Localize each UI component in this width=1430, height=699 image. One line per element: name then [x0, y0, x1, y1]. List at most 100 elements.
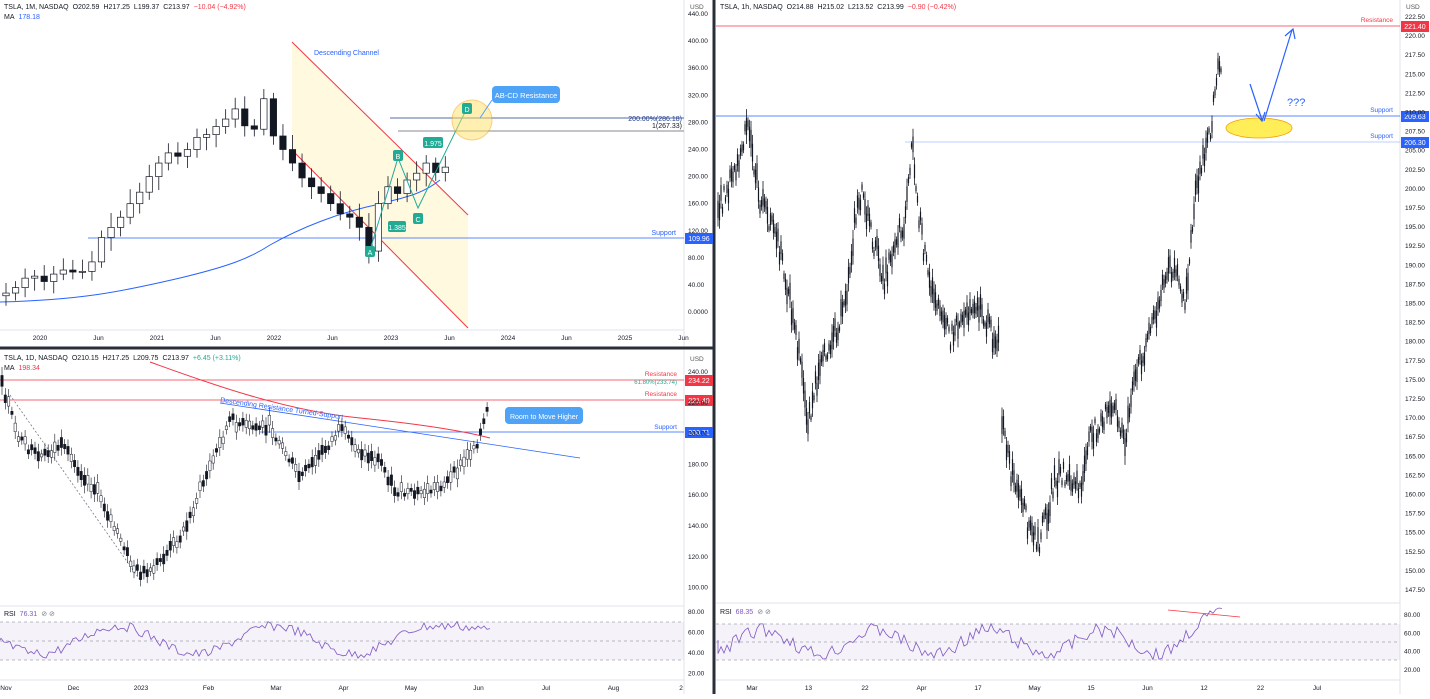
candle-body[interactable] — [1067, 474, 1069, 482]
candle-body[interactable] — [248, 420, 251, 430]
candle-body[interactable] — [904, 206, 907, 218]
candle-body[interactable] — [1166, 271, 1168, 280]
candle-body[interactable] — [885, 257, 887, 274]
candle-body[interactable] — [1059, 467, 1062, 474]
hourly-y-axis[interactable]: 222.50 220.00 217.50 215.00 212.50 210.00 207.… — [1405, 14, 1425, 594]
candle-body[interactable] — [1011, 459, 1014, 475]
candle-body[interactable] — [462, 456, 466, 467]
candle-body[interactable] — [1091, 426, 1093, 443]
candle-body[interactable] — [394, 186, 402, 194]
candle-body[interactable] — [1052, 491, 1054, 499]
candle-body[interactable] — [754, 169, 757, 184]
candle-body[interactable] — [864, 199, 866, 215]
candle-body[interactable] — [723, 185, 725, 191]
candle-body[interactable] — [1109, 399, 1111, 417]
candle-body[interactable] — [829, 344, 832, 355]
candle-body[interactable] — [1014, 485, 1017, 492]
candle-body[interactable] — [894, 239, 896, 253]
candle-body[interactable] — [1209, 135, 1212, 140]
candle-body[interactable] — [442, 481, 446, 488]
candle-body[interactable] — [1037, 527, 1039, 544]
candle-body[interactable] — [188, 511, 192, 518]
candle-body[interactable] — [1113, 403, 1116, 410]
candle-body[interactable] — [1194, 180, 1197, 195]
candle-body[interactable] — [837, 327, 839, 341]
candle-body[interactable] — [834, 318, 836, 331]
target-ellipse[interactable] — [1225, 117, 1293, 139]
candle-body[interactable] — [50, 450, 53, 458]
candle-body[interactable] — [915, 186, 917, 192]
candle-body[interactable] — [1152, 310, 1155, 320]
candle-body[interactable] — [880, 275, 883, 282]
candle-body[interactable] — [419, 490, 423, 495]
candle-body[interactable] — [732, 171, 734, 183]
candle-body[interactable] — [1140, 360, 1143, 375]
candle-body[interactable] — [736, 154, 739, 166]
candle-body[interactable] — [330, 436, 334, 442]
candle-body[interactable] — [403, 492, 407, 497]
candle-body[interactable] — [841, 302, 844, 317]
candle-body[interactable] — [883, 283, 886, 295]
candle-body[interactable] — [269, 98, 277, 137]
candle-body[interactable] — [1203, 153, 1206, 167]
candle-body[interactable] — [978, 305, 980, 323]
candle-body[interactable] — [832, 325, 835, 342]
candle-body[interactable] — [936, 303, 938, 312]
candle-body[interactable] — [1007, 444, 1009, 454]
candle-body[interactable] — [40, 275, 48, 282]
candle-body[interactable] — [946, 317, 949, 324]
candle-body[interactable] — [1169, 255, 1171, 268]
candle-body[interactable] — [1035, 544, 1038, 550]
candle-body[interactable] — [1148, 322, 1150, 335]
candle-body[interactable] — [13, 422, 17, 432]
candle-body[interactable] — [320, 445, 324, 455]
candle-body[interactable] — [142, 565, 146, 574]
candle-body[interactable] — [859, 199, 862, 211]
candle-body[interactable] — [1136, 366, 1138, 383]
candle-body[interactable] — [1191, 227, 1194, 232]
candle-body[interactable] — [149, 567, 152, 572]
candle-body[interactable] — [1158, 300, 1161, 309]
candle-body[interactable] — [850, 251, 853, 266]
candle-body[interactable] — [748, 126, 751, 141]
candle-body[interactable] — [31, 275, 39, 279]
candle-body[interactable] — [107, 227, 115, 238]
candle-body[interactable] — [919, 211, 922, 221]
candle-body[interactable] — [406, 488, 410, 495]
hourly-chart-panel[interactable]: ??? Resistance Support Support 221.40 20… — [716, 0, 1429, 694]
candle-body[interactable] — [820, 355, 823, 363]
candle-body[interactable] — [117, 216, 125, 228]
candle-body[interactable] — [1089, 426, 1092, 431]
candle-body[interactable] — [271, 428, 275, 438]
candle-body[interactable] — [831, 332, 833, 350]
candle-body[interactable] — [432, 482, 436, 490]
candle-body[interactable] — [973, 301, 976, 314]
candle-body[interactable] — [988, 316, 991, 325]
candle-body[interactable] — [867, 205, 869, 216]
candle-body[interactable] — [1032, 532, 1035, 546]
candle-body[interactable] — [250, 125, 258, 130]
candle-body[interactable] — [1208, 128, 1210, 133]
candle-body[interactable] — [1062, 461, 1065, 470]
candle-body[interactable] — [281, 442, 284, 449]
candle-body[interactable] — [1188, 259, 1191, 264]
candle-body[interactable] — [952, 332, 955, 346]
hourly-x-axis[interactable]: Mar 13 22 Apr 17 May 15 Jun 12 22 Jul — [746, 685, 1321, 692]
candle-body[interactable] — [739, 148, 742, 156]
candle-body[interactable] — [891, 253, 893, 268]
candle-body[interactable] — [409, 487, 413, 492]
candle-body[interactable] — [1031, 522, 1033, 536]
candle-body[interactable] — [1100, 413, 1102, 422]
hourly-rsi-axis[interactable]: 80.00 60.00 40.00 20.00 — [1404, 612, 1421, 674]
candle-body[interactable] — [97, 237, 106, 263]
candle-body[interactable] — [436, 482, 440, 492]
candle-body[interactable] — [485, 407, 489, 412]
daily-chart-panel[interactable]: Room to Move Higher Descending Resistanc… — [0, 350, 713, 694]
candle-body[interactable] — [1004, 430, 1006, 437]
candle-body[interactable] — [1185, 276, 1188, 294]
candle-body[interactable] — [1065, 475, 1068, 482]
candle-body[interactable] — [389, 474, 393, 486]
candle-body[interactable] — [889, 254, 892, 263]
candle-body[interactable] — [1217, 58, 1219, 70]
candle-body[interactable] — [294, 464, 298, 472]
